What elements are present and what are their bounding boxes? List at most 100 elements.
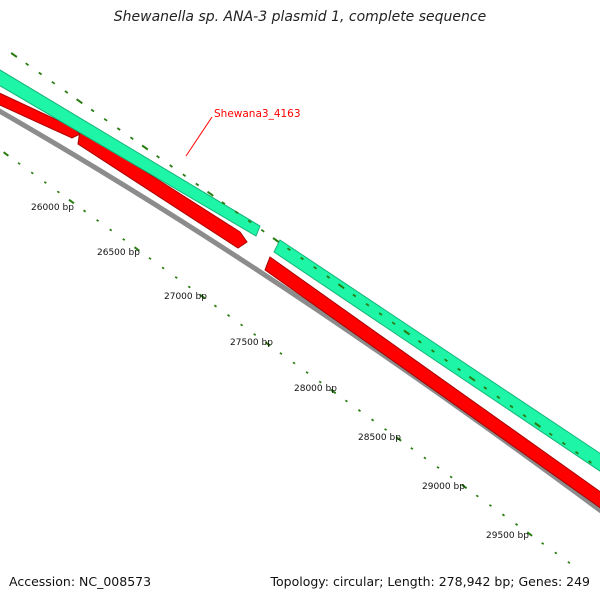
position-label: 26500 bp: [97, 248, 140, 258]
tick-mark: [522, 413, 527, 418]
tick-mark: [526, 531, 533, 537]
tick-mark: [182, 173, 187, 178]
inner-tick-row: [2, 151, 583, 572]
tick-mark: [352, 293, 357, 298]
tick-mark: [109, 228, 113, 232]
tick-mark: [240, 323, 244, 327]
tick-mark: [357, 409, 361, 412]
tick-mark: [260, 228, 265, 233]
tick-mark: [313, 265, 318, 270]
tick-mark: [272, 237, 280, 243]
tick-mark: [444, 358, 448, 363]
tick-mark: [156, 154, 160, 159]
position-label: 29500 bp: [486, 531, 529, 541]
tick-mark: [83, 209, 87, 213]
position-label: 29000 bp: [422, 482, 465, 492]
tick-mark: [403, 329, 411, 336]
tick-mark: [103, 117, 108, 122]
tick-mark: [423, 456, 427, 460]
tick-mark: [483, 386, 488, 390]
tick-mark: [365, 302, 370, 307]
tick-mark: [326, 275, 331, 279]
forward-gene-2[interactable]: [273, 239, 600, 498]
position-label: 28500 bp: [358, 433, 401, 443]
tick-mark: [488, 504, 492, 507]
tick-mark: [174, 276, 178, 279]
reverse-gene-1[interactable]: [0, 84, 81, 139]
tick-mark: [461, 483, 468, 490]
tick-mark: [90, 108, 95, 113]
tick-mark: [574, 450, 579, 455]
tick-mark: [253, 333, 257, 336]
tick-mark: [548, 432, 553, 437]
tick-mark: [187, 285, 191, 289]
tick-mark: [318, 380, 322, 384]
tick-mark: [30, 171, 34, 175]
tick-mark: [496, 395, 501, 400]
tick-mark: [76, 98, 83, 105]
tick-mark: [344, 399, 348, 403]
tick-mark: [129, 136, 134, 141]
tick-mark: [457, 367, 462, 372]
position-label: 27500 bp: [230, 338, 273, 348]
reverse-gene-3[interactable]: [264, 256, 600, 536]
tick-mark: [475, 494, 479, 498]
tick-mark: [64, 90, 69, 94]
tick-mark: [300, 256, 304, 261]
tick-mark: [25, 62, 30, 67]
reverse-gene-shewana3-4163[interactable]: [77, 129, 248, 249]
tick-mark: [122, 238, 126, 241]
tick-mark: [292, 361, 296, 365]
forward-gene-1[interactable]: [0, 58, 261, 237]
tick-mark: [541, 542, 545, 545]
gene-callout-line: [185, 116, 213, 157]
tick-mark: [378, 312, 383, 316]
tick-mark: [330, 388, 337, 395]
tick-mark: [371, 418, 375, 422]
tick-mark: [279, 352, 283, 355]
tick-mark: [221, 201, 226, 205]
gene-label-shewana3-4163[interactable]: Shewana3_4163: [214, 108, 301, 120]
tick-mark: [148, 257, 152, 260]
map-title: Shewanella sp. ANA-3 plasmid 1, complete…: [113, 9, 487, 25]
tick-mark: [206, 190, 214, 197]
tick-mark: [449, 475, 453, 479]
tick-mark: [501, 513, 505, 517]
tick-mark: [554, 551, 558, 555]
tick-mark: [2, 151, 10, 157]
tick-mark: [247, 219, 252, 224]
outer-tick-row: [10, 52, 592, 464]
tick-mark: [234, 210, 239, 215]
tick-mark: [430, 349, 435, 353]
tick-mark: [410, 447, 414, 450]
tick-mark: [51, 80, 56, 85]
sequence-backbone: [0, 108, 600, 514]
tick-mark: [96, 219, 100, 222]
sequence-summary: Topology: circular; Length: 278,942 bp; …: [270, 574, 591, 589]
tick-mark: [68, 198, 75, 205]
tick-mark: [213, 304, 217, 308]
tick-mark: [43, 181, 47, 184]
accession-text: Accession: NC_008573: [9, 574, 152, 589]
tick-mark: [38, 71, 43, 76]
tick-mark: [116, 127, 121, 131]
tick-mark: [468, 375, 476, 382]
tick-mark: [305, 371, 309, 374]
tick-mark: [286, 247, 291, 252]
tick-mark: [337, 283, 345, 290]
tick-mark: [264, 341, 271, 347]
tick-mark: [56, 190, 60, 194]
tick-mark: [141, 144, 149, 151]
tick-mark: [567, 561, 571, 564]
tick-mark: [169, 164, 174, 168]
tick-mark: [436, 466, 440, 469]
tick-mark: [581, 571, 583, 572]
tick-mark: [161, 266, 165, 270]
tick-mark: [227, 314, 231, 317]
tick-mark: [561, 441, 566, 446]
tick-mark: [588, 460, 592, 464]
tick-mark: [515, 523, 519, 526]
tick-mark: [199, 293, 206, 300]
